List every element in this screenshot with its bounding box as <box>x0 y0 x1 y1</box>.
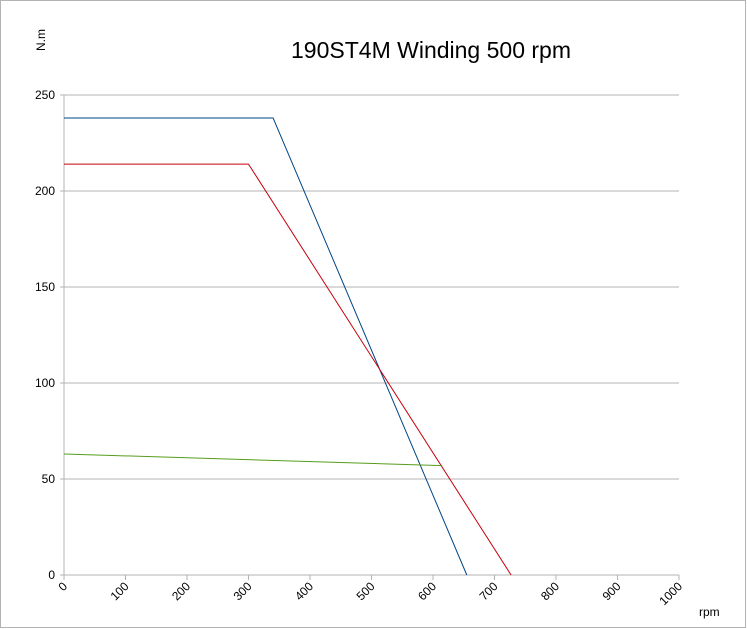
y-tick-label-2: 100 <box>35 376 55 390</box>
x-tick-label-7: 700 <box>477 579 501 603</box>
series-line-1 <box>64 163 512 576</box>
y-tick-label-4: 200 <box>35 184 55 198</box>
x-tick-label-2: 200 <box>169 579 193 603</box>
x-tick-label-5: 500 <box>354 579 378 603</box>
x-axis-label: rpm <box>699 605 720 619</box>
x-tick-label-8: 800 <box>538 579 562 603</box>
y-tick-label-3: 150 <box>35 280 55 294</box>
y-tick-label-1: 50 <box>42 472 56 486</box>
x-tick-label-3: 300 <box>231 579 255 603</box>
x-tick-label-0: 0 <box>55 579 70 594</box>
x-tick-label-9: 900 <box>600 579 624 603</box>
x-tick-label-4: 400 <box>292 579 316 603</box>
series-line-2 <box>63 453 443 467</box>
chart-title: 190ST4M Winding 500 rpm <box>291 37 571 63</box>
y-tick-label-0: 0 <box>48 568 55 582</box>
y-tick-label-5: 250 <box>35 88 55 102</box>
x-tick-label-6: 600 <box>415 579 439 603</box>
series-line-0 <box>64 117 468 576</box>
x-tick-label-10: 1000 <box>656 579 685 608</box>
x-tick-label-1: 100 <box>108 579 132 603</box>
